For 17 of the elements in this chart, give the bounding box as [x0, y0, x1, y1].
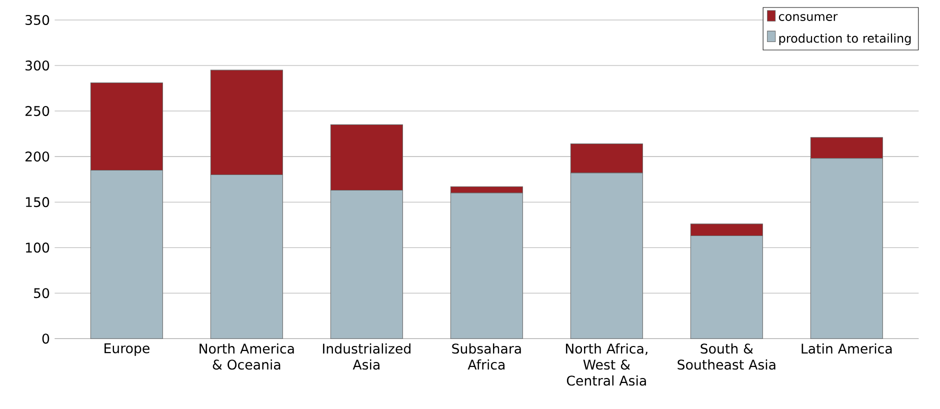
x-tick-label: South & Southeast Asia	[678, 343, 776, 370]
legend-label: production to retailing	[779, 33, 911, 45]
x-tick-label: Europe	[104, 343, 150, 356]
y-tick-label: 0	[42, 333, 50, 344]
x-tick-label: Latin America	[802, 343, 892, 354]
y-tick-label: 50	[34, 288, 50, 298]
y-tick-label: 100	[26, 242, 50, 252]
x-tick-label: Subsahara Africa	[452, 343, 521, 370]
y-tick-label: 200	[26, 151, 50, 162]
y-tick-label: 350	[26, 14, 50, 25]
x-tick-label: North Africa, West & Central Asia	[566, 343, 648, 386]
x-tick-label: North America & Oceania	[200, 343, 294, 370]
y-tick-label: 250	[26, 106, 50, 116]
x-tick-label: Industrialized Asia	[323, 343, 410, 370]
y-tick-label: 300	[26, 60, 50, 70]
y-tick-label: 150	[26, 196, 50, 207]
legend-label: consumer	[778, 14, 838, 21]
